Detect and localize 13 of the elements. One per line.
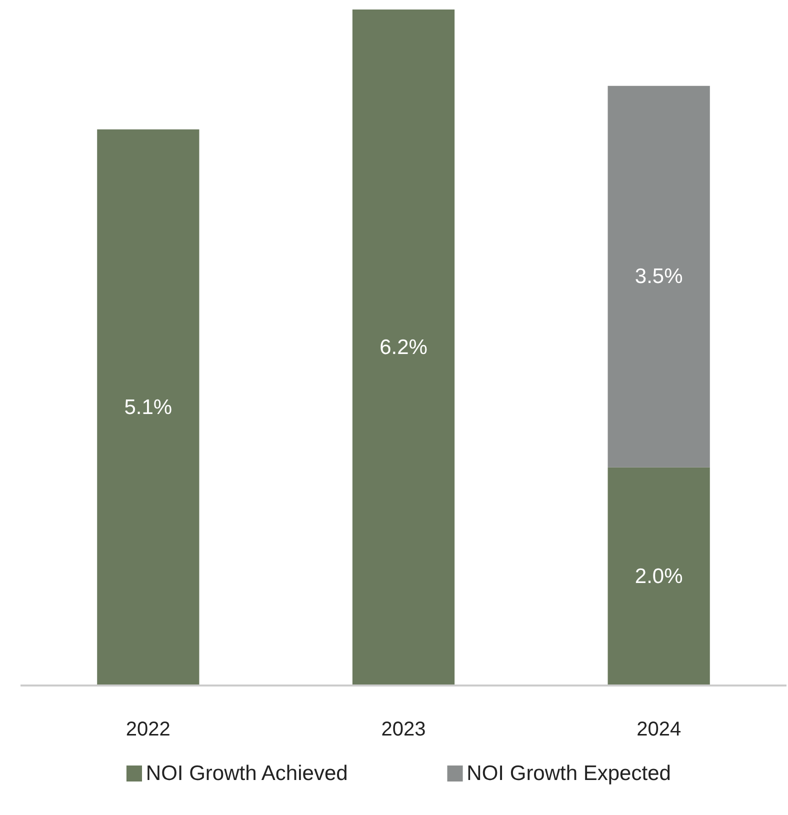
data-label: 3.5% bbox=[634, 265, 683, 288]
legend-label: NOI Growth Achieved bbox=[146, 762, 348, 785]
x-tick-label: 2024 bbox=[636, 718, 682, 740]
data-label: 2.0% bbox=[634, 564, 683, 588]
x-tick-label: 2023 bbox=[381, 718, 426, 740]
bar bbox=[352, 10, 455, 686]
data-label: 6.2% bbox=[380, 336, 428, 359]
data-label: 5.1% bbox=[124, 396, 172, 419]
legend-label: NOI Growth Expected bbox=[466, 762, 671, 785]
bar bbox=[608, 86, 710, 468]
x-tick-label: 2022 bbox=[126, 718, 170, 740]
bar bbox=[97, 129, 200, 686]
bar bbox=[608, 467, 710, 686]
